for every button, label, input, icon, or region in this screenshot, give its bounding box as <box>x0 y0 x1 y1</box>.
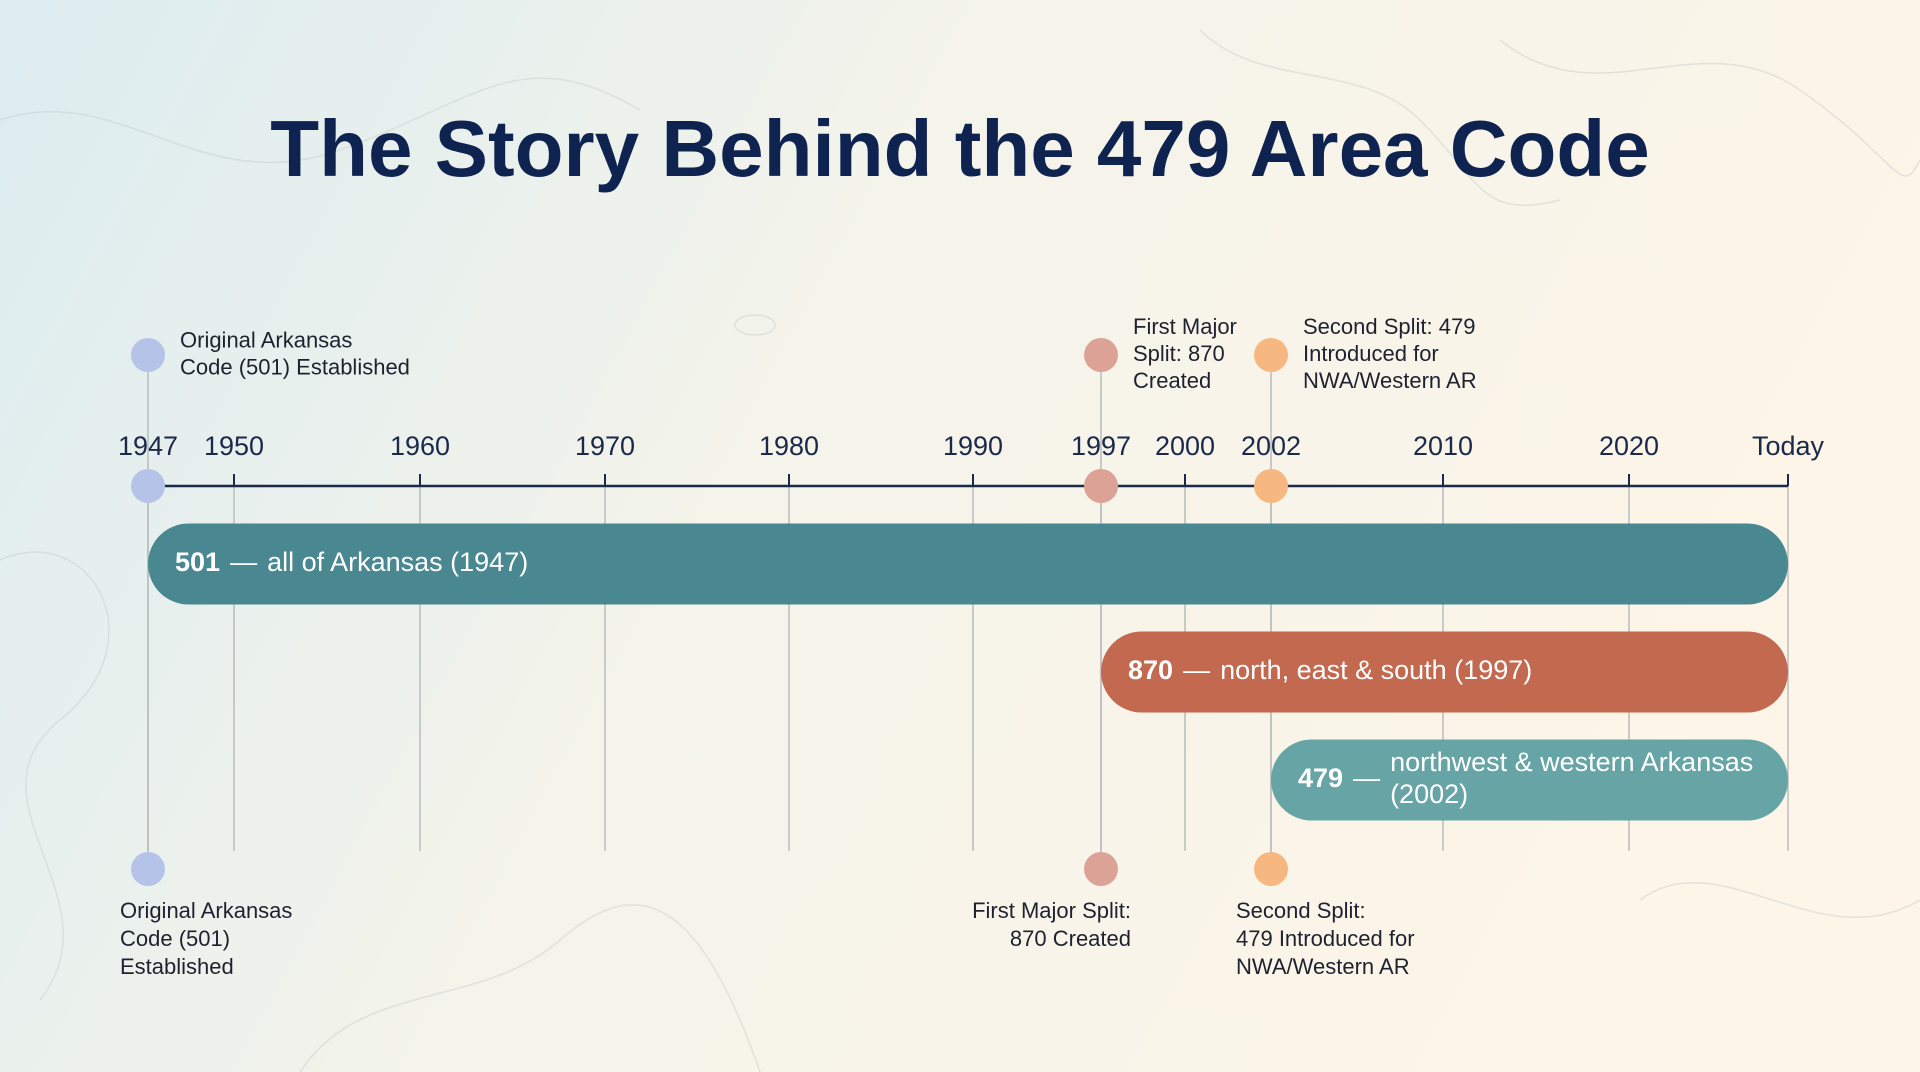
bar-separator: — <box>1353 763 1380 793</box>
label-line: all of Arkansas (1947) <box>267 547 528 577</box>
bar <box>148 523 1788 605</box>
event-dot <box>131 469 165 503</box>
label-line: 479 Introduced for <box>1236 926 1415 951</box>
event-dot <box>1254 852 1288 886</box>
label-line: Original Arkansas <box>120 898 292 923</box>
bar-code: 501 <box>175 547 220 577</box>
label-line: First Major <box>1133 314 1237 339</box>
bar-code: 479 <box>1298 763 1343 793</box>
event-bottom-label: Original Arkansas Code (501) Established <box>120 898 292 979</box>
label-line: Established <box>120 954 234 979</box>
event-dot <box>1254 338 1288 372</box>
label-line: Created <box>1133 368 1211 393</box>
label-line: Original Arkansas <box>180 327 352 352</box>
x-tick-label: 2000 <box>1155 431 1215 461</box>
x-tick-label: 1970 <box>575 431 635 461</box>
bar <box>1271 739 1788 821</box>
event-dot <box>1084 338 1118 372</box>
event-bottom-label: Second Split: 479 Introduced for NWA/Weste… <box>1236 898 1415 979</box>
event-dot <box>131 338 165 372</box>
bar <box>1101 631 1788 713</box>
label-line: Second Split: 479 <box>1303 314 1475 339</box>
x-tick-label: 1980 <box>759 431 819 461</box>
event-dot <box>1084 852 1118 886</box>
label-line: First Major Split: <box>972 898 1131 923</box>
bar-label: north, east & south (1997) <box>1220 655 1532 685</box>
x-tick-label: Today <box>1752 431 1825 461</box>
label-line: north, east & south (1997) <box>1220 655 1532 685</box>
label-line: Second Split: <box>1236 898 1366 923</box>
event-top-label: Original Arkansas Code (501) Established <box>180 327 410 379</box>
bar-label: all of Arkansas (1947) <box>267 547 528 577</box>
label-line: 870 Created <box>1010 926 1131 951</box>
label-line: (2002) <box>1390 779 1468 809</box>
x-tick-label: 2010 <box>1413 431 1473 461</box>
label-line: northwest & western Arkansas <box>1390 747 1753 777</box>
event-top-label: First Major Split: 870 Created <box>1133 314 1237 393</box>
bar-code: 870 <box>1128 655 1173 685</box>
event-dot <box>131 852 165 886</box>
bar-separator: — <box>1183 655 1210 685</box>
x-tick-label: 1950 <box>204 431 264 461</box>
label-line: NWA/Western AR <box>1236 954 1410 979</box>
event-dot <box>1084 469 1118 503</box>
chart-title: The Story Behind the 479 Area Code <box>270 104 1650 193</box>
x-tick-label: 1990 <box>943 431 1003 461</box>
x-tick-label: 2020 <box>1599 431 1659 461</box>
event-bottom-label: First Major Split: 870 Created <box>972 898 1131 951</box>
label-line: NWA/Western AR <box>1303 368 1477 393</box>
event-dot <box>1254 469 1288 503</box>
label-line: Code (501) Established <box>180 354 410 379</box>
bar-separator: — <box>230 547 257 577</box>
contour-decoration <box>0 29 1920 1072</box>
label-line: Split: 870 <box>1133 341 1225 366</box>
x-tick-label: 1960 <box>390 431 450 461</box>
label-line: Introduced for <box>1303 341 1439 366</box>
bar-label: northwest & western Arkansas (2002) <box>1390 747 1753 809</box>
label-line: Code (501) <box>120 926 230 951</box>
event-top-label: Second Split: 479 Introduced for NWA/Weste… <box>1303 314 1477 393</box>
